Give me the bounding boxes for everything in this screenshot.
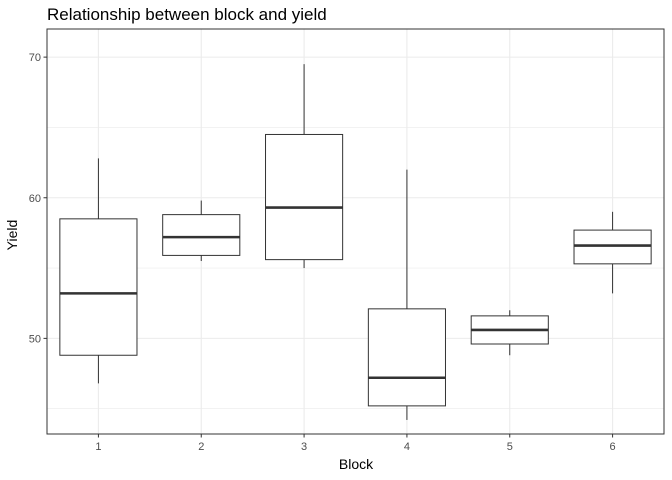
- box-iqr: [573, 229, 652, 265]
- box-1: [59, 158, 138, 384]
- y-tick-label: 70: [29, 52, 41, 64]
- y-axis-title: Yield: [4, 220, 20, 251]
- box-2: [162, 200, 241, 262]
- x-tick-label: 3: [301, 441, 307, 453]
- box-6: [573, 211, 652, 294]
- x-tick-label: 6: [610, 441, 616, 453]
- box-4: [367, 169, 446, 420]
- x-tick-label: 1: [95, 441, 101, 453]
- y-axis-ticks: 50 60 70: [29, 52, 47, 345]
- grid-lines: [47, 29, 664, 434]
- panel-border: [46, 28, 665, 435]
- box-iqr: [59, 218, 138, 356]
- box-iqr: [162, 214, 241, 256]
- x-axis-ticks: 1 2 3 4 5 6: [95, 434, 616, 453]
- box-iqr: [265, 133, 344, 261]
- x-tick-label: 4: [404, 441, 410, 453]
- box-5: [470, 310, 549, 356]
- box-iqr: [367, 308, 446, 407]
- y-tick-label: 50: [29, 333, 41, 345]
- y-tick-label: 60: [29, 193, 41, 205]
- x-tick-label: 2: [198, 441, 204, 453]
- x-tick-label: 5: [507, 441, 513, 453]
- chart-title: Relationship between block and yield: [47, 5, 327, 24]
- x-axis-title: Block: [339, 456, 374, 472]
- boxes: [59, 64, 652, 420]
- box-3: [265, 64, 344, 269]
